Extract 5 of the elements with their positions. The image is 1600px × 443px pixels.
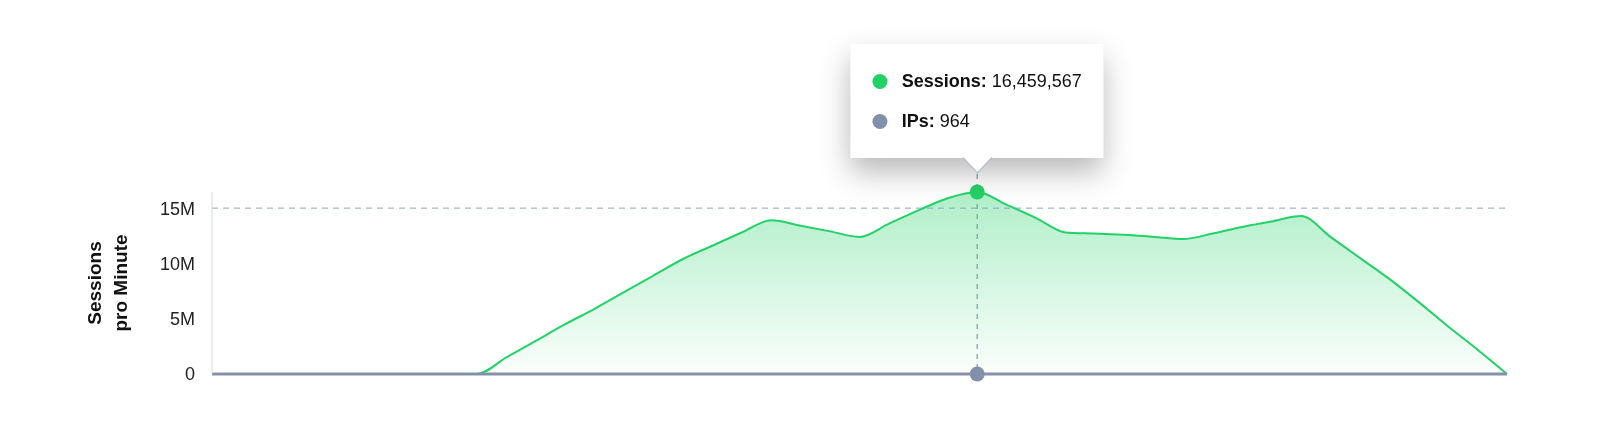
y-tick-label: 15M [159,198,195,219]
y-axis-title: Sessions pro Minute [84,234,131,332]
y-tick-label: 5M [169,309,195,330]
y-tick-label: 0 [184,364,195,385]
y-tick-label: 10M [159,253,195,274]
